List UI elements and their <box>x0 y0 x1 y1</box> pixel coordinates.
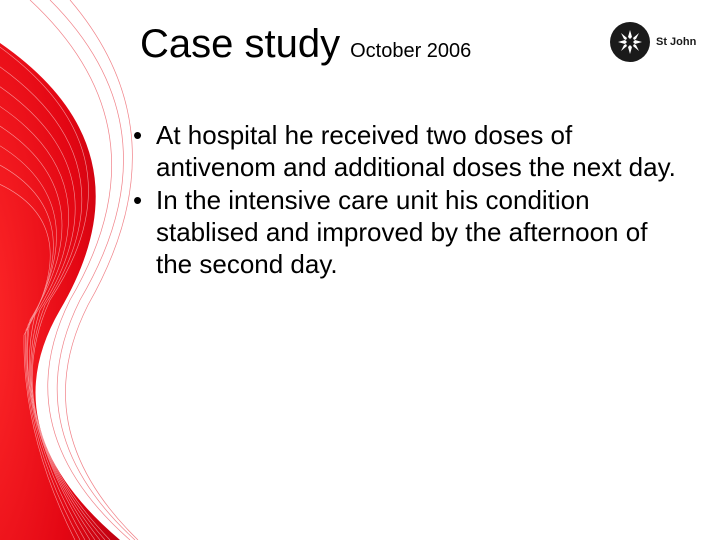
brand-logo: St John <box>610 18 702 66</box>
bullet-list: At hospital he received two doses of ant… <box>130 120 680 281</box>
slide-body: At hospital he received two doses of ant… <box>130 120 680 283</box>
bullet-item: At hospital he received two doses of ant… <box>130 120 680 183</box>
title-main-text: Case study <box>140 22 340 67</box>
logo-roundel-icon <box>610 22 650 62</box>
slide-title: Case study October 2006 <box>140 22 471 67</box>
bullet-item: In the intensive care unit his condition… <box>130 185 680 280</box>
logo-brand-text: St John <box>656 37 696 48</box>
decorative-red-swirl <box>0 0 140 540</box>
title-sub-text: October 2006 <box>350 40 471 63</box>
